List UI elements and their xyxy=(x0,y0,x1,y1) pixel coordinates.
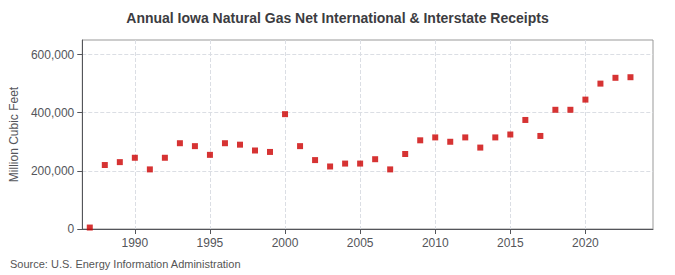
svg-text:2000: 2000 xyxy=(272,236,299,250)
svg-text:200,000: 200,000 xyxy=(31,164,75,178)
svg-text:2020: 2020 xyxy=(572,236,599,250)
svg-text:2005: 2005 xyxy=(347,236,374,250)
svg-text:2015: 2015 xyxy=(497,236,524,250)
svg-text:1990: 1990 xyxy=(121,236,148,250)
svg-text:1995: 1995 xyxy=(197,236,224,250)
svg-text:0: 0 xyxy=(68,222,75,236)
svg-text:Source: U.S. Energy Informatio: Source: U.S. Energy Information Administ… xyxy=(10,258,241,270)
svg-text:2010: 2010 xyxy=(422,236,449,250)
svg-text:400,000: 400,000 xyxy=(31,106,75,120)
svg-text:Million Cubic Feet: Million Cubic Feet xyxy=(7,86,21,182)
svg-text:Annual Iowa Natural Gas Net In: Annual Iowa Natural Gas Net Internationa… xyxy=(126,10,549,26)
svg-text:600,000: 600,000 xyxy=(31,48,75,62)
